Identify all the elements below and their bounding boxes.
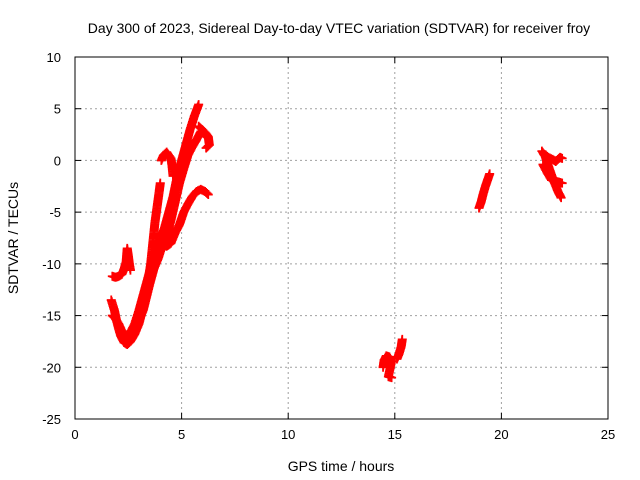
- x-tick-label: 20: [494, 427, 508, 442]
- x-tick-label: 5: [178, 427, 185, 442]
- data-point-plus: [485, 169, 495, 179]
- plot-frame: [74, 56, 609, 420]
- y-tick-label: -10: [42, 257, 61, 272]
- chart-title: Day 300 of 2023, Sidereal Day-to-day VTE…: [88, 20, 590, 36]
- data-points: [106, 100, 567, 383]
- y-tick-label: 0: [54, 153, 61, 168]
- y-axis-label: SDTVAR / TECUs: [5, 182, 21, 294]
- x-tick-label: 25: [601, 427, 615, 442]
- x-tick-label: 0: [71, 427, 78, 442]
- y-tick-label: -15: [42, 309, 61, 324]
- data-point-plus: [201, 143, 211, 153]
- data-point-plus: [202, 142, 212, 152]
- data-point-plus: [155, 178, 165, 188]
- data-point-plus: [202, 189, 212, 199]
- data-point-plus: [557, 153, 567, 163]
- y-tick-label: -5: [49, 205, 61, 220]
- y-tick-label: -25: [42, 412, 61, 427]
- data-point-plus: [556, 193, 566, 203]
- grid: [75, 57, 608, 419]
- y-tick-label: 10: [47, 50, 61, 65]
- y-tick-label: 5: [54, 102, 61, 117]
- data-point-plus: [397, 334, 407, 344]
- data-point-plus: [387, 373, 397, 383]
- y-tick-label: -20: [42, 360, 61, 375]
- x-axis-label: GPS time / hours: [288, 458, 395, 474]
- data-point-plus: [557, 178, 567, 188]
- data-point-plus: [203, 190, 213, 200]
- data-point-plus: [168, 171, 178, 181]
- data-point-plus: [194, 100, 204, 110]
- x-tick-label: 10: [281, 427, 295, 442]
- axis-ticks: 0 5 10 15 20 25 -25 -20 -15 -10 -5 0 5 10: [42, 50, 615, 442]
- x-tick-label: 15: [388, 427, 402, 442]
- data-point-plus: [125, 265, 135, 275]
